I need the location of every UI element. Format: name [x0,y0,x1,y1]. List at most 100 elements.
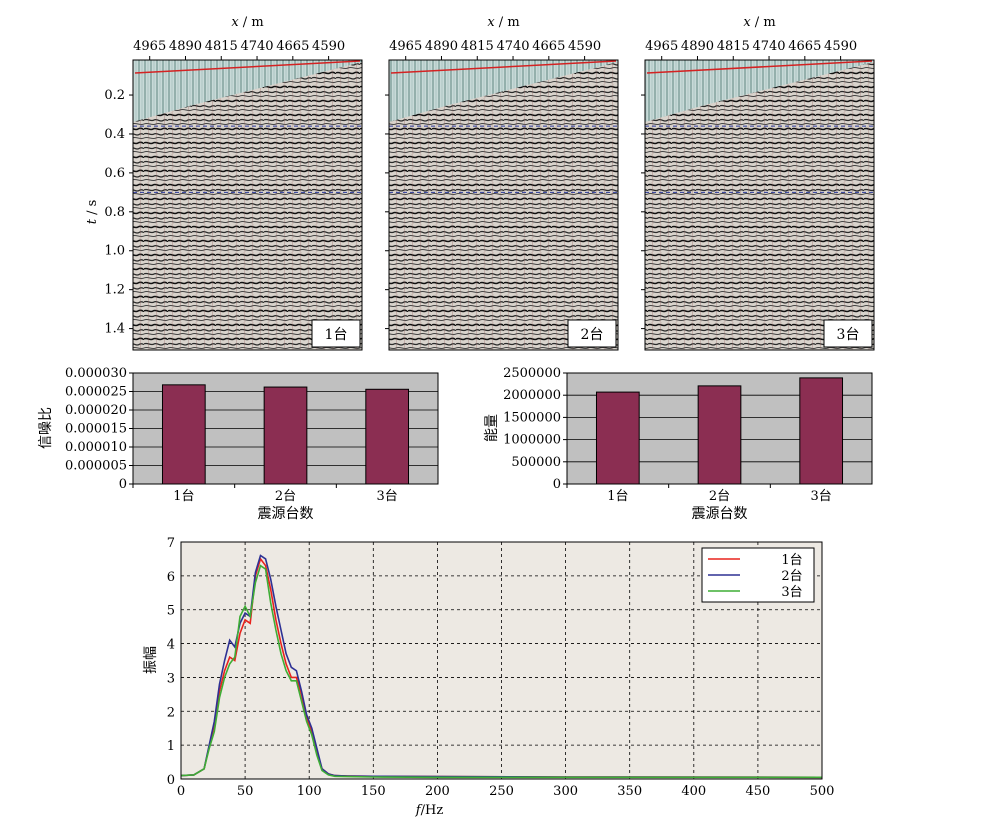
x-tick-label: 3台 [811,489,832,504]
x-tick-label: 4815 [461,39,494,54]
y-tick-label: 0 [167,773,175,788]
y-tick-label: 1.4 [104,322,125,337]
legend-label-2: 2台 [781,569,802,584]
x-tick-label: 50 [237,784,254,799]
plot-frame [566,372,873,485]
pre-first-break-zone [645,60,874,122]
plot-frame [180,541,823,780]
seismic-panel-3: 4965 4890 4815 4740 4665 4590 x / m 3台 [641,15,875,351]
x-tick-label: 1台 [607,489,628,504]
first-break-line [390,60,617,74]
series-lines [181,554,822,779]
panel-frame [644,59,875,351]
spectrum-line-chart: 0 50 100 150 200 250 300 350 400 450 500 0 1 2 3 4 5 6 7 1台… [143,536,834,818]
first-break-line [134,60,361,74]
x-tick-label: 2台 [275,489,296,504]
x-tick-label: 350 [617,784,642,799]
x-axis-label: x / m [743,15,775,30]
y-tick-label: 0.000010 [65,440,127,455]
seismic-panel-2: 4965 4890 4815 4740 4665 4590 x / m 2台 [385,15,619,351]
x-tick-label: 4890 [169,39,202,54]
x-tick-label: 4740 [496,39,529,54]
series-line-3 [181,564,822,779]
y-tick-label: 2000000 [503,388,561,403]
y-tick-label: 0.8 [104,205,125,220]
y-tick-label: 5 [167,604,175,619]
y-tick-label: 3 [167,671,175,686]
x-tick-label: 4665 [276,39,309,54]
bar-2 [263,386,308,485]
y-tick-label: 0.000015 [65,422,127,437]
pre-first-break-zone [133,60,362,122]
y-tick-label: 1500000 [503,410,561,425]
legend-label-1: 1台 [781,553,802,568]
x-tick-label: 4590 [312,39,345,54]
x-tick-label: 450 [745,784,770,799]
plot-frame [132,372,439,485]
bar-2 [697,385,742,485]
y-tick-label: 0.6 [104,166,125,181]
bar-3 [365,388,410,485]
x-tick-label: 4665 [532,39,565,54]
panel-label-box [823,319,873,348]
x-tick-label: 4965 [389,39,422,54]
y-tick-label: 7 [167,536,175,551]
y-tick-label: 500000 [511,455,561,470]
x-tick-label: 150 [361,784,386,799]
y-tick-label: 1 [167,739,175,754]
x-tick-label: 4965 [133,39,166,54]
x-tick-label: 4590 [568,39,601,54]
panel-label: 3台 [837,327,860,343]
x-axis-label: x / m [487,15,519,30]
x-tick-label: 400 [681,784,706,799]
y-tick-label: 0.000005 [65,459,127,474]
bar-1 [595,391,640,485]
y-tick-label: 0.000025 [65,385,127,400]
first-break-line [646,60,873,74]
y-axis-label: t / s [85,200,100,225]
x-axis-label: x / m [231,15,263,30]
x-tick-label: 4740 [752,39,785,54]
x-tick-label: 4815 [717,39,750,54]
y-tick-label: 2 [167,705,175,720]
y-axis-label: 振幅 [143,646,159,674]
x-tick-label: 500 [810,784,835,799]
x-tick-label: 100 [297,784,322,799]
x-tick-label: 250 [489,784,514,799]
y-tick-label: 0.4 [104,127,125,142]
x-tick-label: 300 [553,784,578,799]
y-axis-label: 信噪比 [38,407,54,449]
x-tick-label: 4590 [824,39,857,54]
x-tick-label: 4890 [681,39,714,54]
y-tick-label: 0 [119,477,127,492]
x-tick-label: 4665 [788,39,821,54]
panel-label: 2台 [581,327,604,343]
bar-3 [799,377,844,485]
bar-1 [161,384,206,485]
seismic-panel-1: 4965 4890 4815 4740 4665 4590 x / m 0.2 0.4 0.6 0.… [104,15,363,351]
pre-first-break-zone [389,60,618,122]
x-tick-label: 2台 [709,489,730,504]
x-tick-label: 3台 [377,489,398,504]
energy-bar-chart: 0 500000 1000000 1500000 2000000 2500000 1台 2台 3… [484,366,873,522]
snr-bar-chart: 0 0.000005 0.000010 0.000015 0.000020 0.00002… [38,366,439,522]
y-tick-label: 0.000020 [65,403,127,418]
x-tick-label: 4740 [240,39,273,54]
y-tick-label: 0.2 [104,88,125,103]
panel-frame [132,59,363,351]
y-tick-label: 4 [167,638,175,653]
x-tick-label: 4815 [205,39,238,54]
y-tick-label: 0.000030 [65,366,127,381]
y-tick-label: 2500000 [503,366,561,381]
panel-frame [388,59,619,351]
x-tick-label: 1台 [173,489,194,504]
y-tick-label: 1.0 [104,244,125,259]
y-tick-label: 0 [553,477,561,492]
x-tick-label: 4965 [645,39,678,54]
y-tick-label: 1.2 [104,283,125,298]
panel-label-box [311,319,361,348]
y-axis-label: 能量 [484,414,500,442]
y-tick-label: 1000000 [503,433,561,448]
